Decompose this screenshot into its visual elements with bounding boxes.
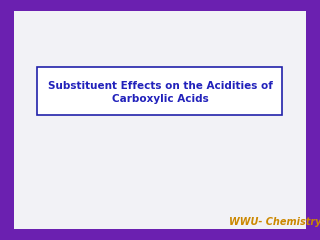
Text: WWU- Chemistry: WWU- Chemistry [229, 217, 320, 227]
Text: Substituent Effects on the Acidities of
Carboxylic Acids: Substituent Effects on the Acidities of … [48, 81, 272, 104]
